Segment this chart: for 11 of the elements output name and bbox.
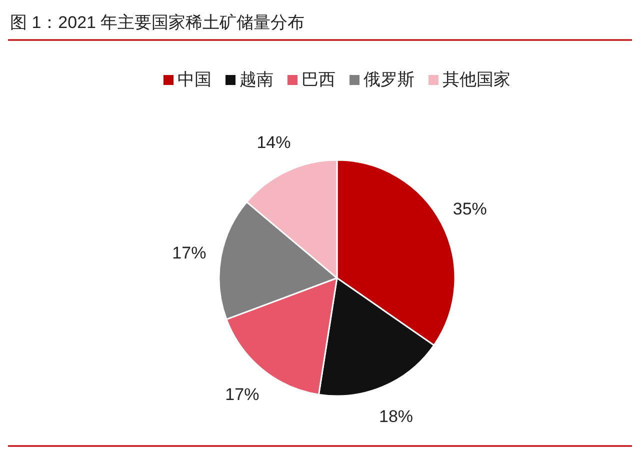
legend-label: 中国 <box>178 70 212 89</box>
chart-title: 图 1：2021 年主要国家稀土矿储量分布 <box>10 13 305 32</box>
data-label: 35% <box>452 199 487 218</box>
legend-label: 俄罗斯 <box>364 70 414 89</box>
legend-label: 巴西 <box>302 70 336 89</box>
legend-label: 其他国家 <box>442 70 510 89</box>
legend-label: 越南 <box>240 70 274 89</box>
data-label: 17% <box>225 385 260 404</box>
data-label: 14% <box>256 133 291 152</box>
data-label: 17% <box>172 243 206 262</box>
data-label: 18% <box>379 406 414 426</box>
